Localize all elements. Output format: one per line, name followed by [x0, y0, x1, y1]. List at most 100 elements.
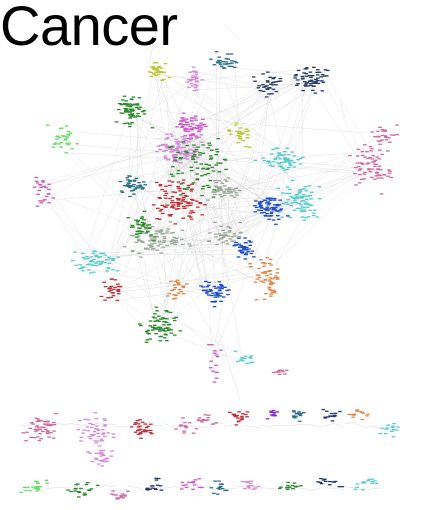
- graph-node: [172, 317, 176, 319]
- graph-node: [149, 75, 153, 77]
- graph-node: [378, 149, 382, 151]
- graph-node: [304, 198, 309, 201]
- graph-node: [271, 84, 275, 86]
- graph-edge: [153, 68, 188, 153]
- graph-node: [44, 428, 48, 430]
- graph-node: [230, 62, 234, 64]
- graph-node: [292, 482, 297, 484]
- graph-node: [223, 234, 228, 236]
- graph-node: [102, 459, 106, 461]
- graph-node: [279, 208, 284, 210]
- graph-edge: [43, 181, 102, 264]
- graph-node: [196, 419, 201, 421]
- graph-node: [68, 132, 73, 134]
- graph-node: [37, 439, 42, 442]
- graph-node: [213, 179, 217, 182]
- graph-edge: [163, 486, 177, 489]
- graph-node: [314, 80, 318, 82]
- graph-node: [215, 296, 220, 298]
- graph-node: [363, 144, 367, 146]
- graph-node: [272, 413, 276, 416]
- graph-edge: [151, 76, 280, 153]
- graph-node: [147, 224, 152, 226]
- graph-node: [76, 429, 81, 431]
- graph-node: [217, 180, 221, 182]
- graph-node: [218, 189, 222, 191]
- graph-node: [206, 419, 210, 421]
- graph-node: [249, 480, 254, 482]
- graph-edge: [231, 195, 265, 267]
- graph-node: [38, 184, 42, 186]
- graph-node: [25, 431, 29, 433]
- graph-node: [165, 318, 169, 320]
- graph-node: [155, 69, 159, 71]
- graph-node: [309, 204, 314, 206]
- graph-node: [379, 193, 384, 195]
- graph-node: [163, 63, 168, 65]
- graph-node: [143, 431, 148, 433]
- graph-node: [238, 135, 242, 137]
- graph-edge: [192, 123, 227, 190]
- graph-node: [357, 169, 362, 171]
- graph-node: [396, 426, 400, 428]
- graph-node: [314, 82, 318, 84]
- graph-node: [66, 489, 70, 491]
- graph-node: [54, 413, 58, 415]
- graph-node: [229, 195, 234, 197]
- graph-node: [149, 66, 154, 68]
- graph-node: [167, 180, 172, 182]
- graph-node: [294, 415, 298, 417]
- graph-node: [209, 487, 214, 489]
- graph-edge: [66, 152, 166, 159]
- graph-node: [299, 208, 303, 210]
- graph-node: [151, 316, 156, 318]
- graph-node: [35, 205, 40, 207]
- graph-node: [293, 77, 297, 79]
- graph-node: [236, 256, 241, 258]
- graph-node: [190, 156, 195, 158]
- graph-node: [209, 290, 214, 292]
- graph-node: [381, 130, 385, 132]
- graph-node: [194, 71, 198, 73]
- graph-node: [101, 449, 106, 452]
- graph-node: [171, 175, 175, 177]
- graph-node: [136, 423, 141, 425]
- graph-node: [195, 81, 199, 83]
- graph-node: [214, 287, 218, 289]
- graph-node: [148, 227, 152, 229]
- graph-node: [206, 294, 211, 296]
- graph-node: [297, 411, 301, 413]
- graph-edge: [247, 425, 261, 428]
- graph-node: [180, 243, 185, 246]
- graph-node: [47, 202, 51, 204]
- graph-edge: [217, 61, 248, 138]
- graph-node: [272, 412, 277, 414]
- graph-node: [280, 192, 285, 194]
- graph-node: [35, 490, 39, 492]
- graph-edge: [235, 212, 262, 243]
- graph-node: [97, 445, 102, 447]
- graph-node: [239, 251, 244, 253]
- graph-node: [276, 162, 280, 164]
- graph-node: [267, 160, 271, 162]
- graph-node: [120, 191, 125, 193]
- graph-node: [389, 176, 394, 179]
- graph-node: [206, 417, 210, 419]
- graph-node: [106, 267, 111, 270]
- graph-edge: [84, 123, 125, 259]
- graph-node: [176, 205, 181, 207]
- graph-node: [258, 201, 262, 203]
- graph-node: [301, 200, 305, 202]
- graph-node: [208, 158, 213, 160]
- graph-node: [248, 263, 252, 265]
- graph-node: [240, 415, 244, 417]
- graph-node: [168, 184, 172, 187]
- graph-node: [243, 248, 247, 250]
- graph-node: [169, 202, 174, 204]
- graph-node: [47, 183, 51, 185]
- graph-node: [298, 191, 302, 193]
- graph-node: [306, 216, 311, 218]
- graph-node: [144, 227, 148, 229]
- graph-node: [149, 234, 154, 236]
- graph-node: [266, 71, 270, 73]
